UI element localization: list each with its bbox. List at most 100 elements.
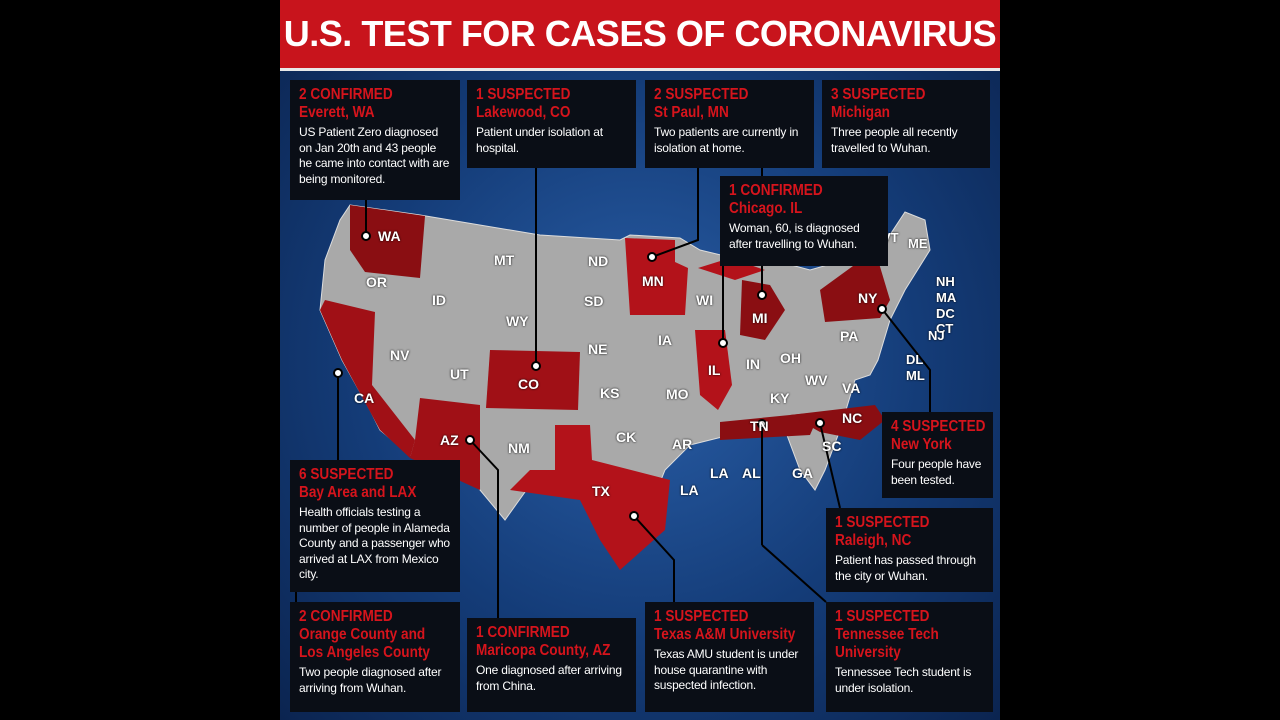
state-label-wv: WV	[805, 372, 828, 388]
case-box: 1 SUSPECTED Raleigh, NC Patient has passed…	[826, 508, 993, 592]
case-count: 1 SUSPECTED	[654, 608, 749, 625]
case-count: 4 SUSPECTED	[891, 418, 986, 435]
case-description: Two patients are currently in isolation …	[654, 125, 799, 155]
case-description: Patient has passed through the city or W…	[835, 553, 976, 583]
case-location: Chicago. IL	[729, 200, 803, 217]
case-location: Lakewood, CO	[476, 104, 571, 121]
state-label-ky: KY	[770, 390, 790, 406]
state-label-ny: NY	[858, 290, 878, 306]
case-description: Two people diagnosed after arriving from…	[299, 665, 442, 695]
case-box: 2 SUSPECTED St Paul, MN Two patients are c…	[645, 80, 814, 168]
state-label-ct: CT	[936, 321, 954, 336]
case-description: Texas AMU student is under house quarant…	[654, 647, 799, 692]
state-ny	[820, 250, 890, 322]
state-label-ga: GA	[792, 465, 813, 481]
case-description: One diagnosed after arriving from China.	[476, 663, 622, 693]
state-label-ma: MA	[936, 290, 957, 305]
case-count: 1 SUSPECTED	[476, 86, 571, 103]
case-description: Patient under isolation at hospital.	[476, 125, 603, 155]
location-dots	[333, 231, 887, 521]
state-label-wa: WA	[378, 228, 401, 244]
state-label-la: LA	[710, 465, 729, 481]
state-label-ne: NE	[588, 341, 608, 357]
case-box: 1 SUSPECTED Tennessee Tech University Tenn…	[826, 602, 993, 712]
state-mi	[740, 280, 785, 340]
state-label-nh: NH	[936, 274, 955, 289]
state-wi-up	[698, 258, 765, 280]
case-count: 2 CONFIRMED	[299, 86, 393, 103]
state-label-dc: DC	[936, 306, 955, 321]
case-count: 1 SUSPECTED	[835, 608, 930, 625]
case-description: Woman, 60, is diagnosed after travelling…	[729, 221, 860, 251]
case-box: 1 SUSPECTED Texas A&M University Texas AMU…	[645, 602, 814, 712]
state-co	[486, 350, 580, 410]
case-count: 1 CONFIRMED	[476, 624, 570, 641]
state-tn	[720, 412, 820, 440]
infographic: U.S. TEST FOR CASES OF CORONAVIRUS WA OR C…	[280, 0, 1000, 720]
state-label-dl: DL	[906, 352, 924, 367]
state-az	[410, 398, 480, 490]
case-count: 2 CONFIRMED	[299, 608, 393, 625]
case-count: 6 SUSPECTED	[299, 466, 394, 483]
state-label-nm: NM	[508, 440, 530, 456]
state-il	[695, 330, 732, 410]
state-label-wy: WY	[506, 313, 529, 329]
case-box: 2 CONFIRMED Orange County and Los Angeles…	[290, 602, 460, 712]
case-count: 1 SUSPECTED	[835, 514, 930, 531]
state-nc	[790, 405, 885, 440]
state-label-wi: WI	[696, 292, 714, 308]
state-label-az: AZ	[440, 432, 459, 448]
us-map	[295, 168, 931, 618]
state-tx	[510, 425, 670, 570]
case-location: Raleigh, NC	[835, 532, 912, 549]
state-label-tn: TN	[750, 418, 769, 434]
case-box: 1 CONFIRMED Maricopa County, AZ One diagno…	[467, 618, 636, 712]
case-count: 2 SUSPECTED	[654, 86, 749, 103]
state-label-ca: CA	[354, 390, 375, 406]
state-label-nd: ND	[588, 253, 609, 269]
case-location: Michigan	[831, 104, 890, 121]
case-description: Health officials testing a number of peo…	[299, 505, 450, 581]
case-location: Maricopa County, AZ	[476, 642, 611, 659]
state-label-ck: CK	[616, 429, 637, 445]
state-label-co: CO	[518, 376, 539, 392]
case-box: 3 SUSPECTED Michigan Three people all rece…	[822, 80, 990, 168]
state-label-sc: SC	[822, 438, 842, 454]
state-label-in: IN	[746, 356, 760, 372]
case-box: 1 SUSPECTED Lakewood, CO Patient under iso…	[467, 80, 636, 168]
state-label-mn: MN	[642, 273, 664, 289]
state-label-ml: ML	[906, 368, 925, 383]
case-location: St Paul, MN	[654, 104, 729, 121]
case-location: Tennessee Tech University	[835, 626, 939, 661]
state-label-ks: KS	[600, 385, 620, 401]
state-label-ut: UT	[450, 366, 469, 382]
case-count: 1 CONFIRMED	[729, 182, 823, 199]
case-description: Three people all recently travelled to W…	[831, 125, 958, 155]
state-label-me: ME	[908, 236, 928, 251]
state-label-oh: OH	[780, 350, 801, 366]
case-location: Bay Area and LAX	[299, 484, 417, 501]
state-label-nv: NV	[390, 347, 410, 363]
case-box: 2 CONFIRMED Everett, WA US Patient Zero di…	[290, 80, 460, 200]
case-location: Texas A&M University	[654, 626, 796, 643]
state-label-mo: MO	[666, 386, 689, 402]
state-label-ia: IA	[658, 332, 672, 348]
state-label-or: OR	[366, 274, 387, 290]
state-ca	[320, 300, 415, 458]
case-count: 3 SUSPECTED	[831, 86, 926, 103]
state-label-ar: AR	[672, 436, 693, 452]
case-box: 4 SUSPECTED New York Four people have been…	[882, 412, 993, 498]
state-label-tx: TX	[592, 483, 610, 499]
case-location: Everett, WA	[299, 104, 375, 121]
state-label-mi: MI	[752, 310, 768, 326]
case-description: Four people have been tested.	[891, 457, 982, 487]
case-box: 1 CONFIRMED Chicago. IL Woman, 60, is diag…	[720, 176, 888, 266]
state-label-al: AL	[742, 465, 761, 481]
state-label-id: ID	[432, 292, 446, 308]
case-box: 6 SUSPECTED Bay Area and LAX Health offici…	[290, 460, 460, 592]
case-location: New York	[891, 436, 952, 453]
state-label-sd: SD	[584, 293, 604, 309]
state-label-mt: MT	[494, 252, 515, 268]
state-label-va: VA	[842, 380, 861, 396]
state-label-nj: NJ	[928, 328, 945, 343]
